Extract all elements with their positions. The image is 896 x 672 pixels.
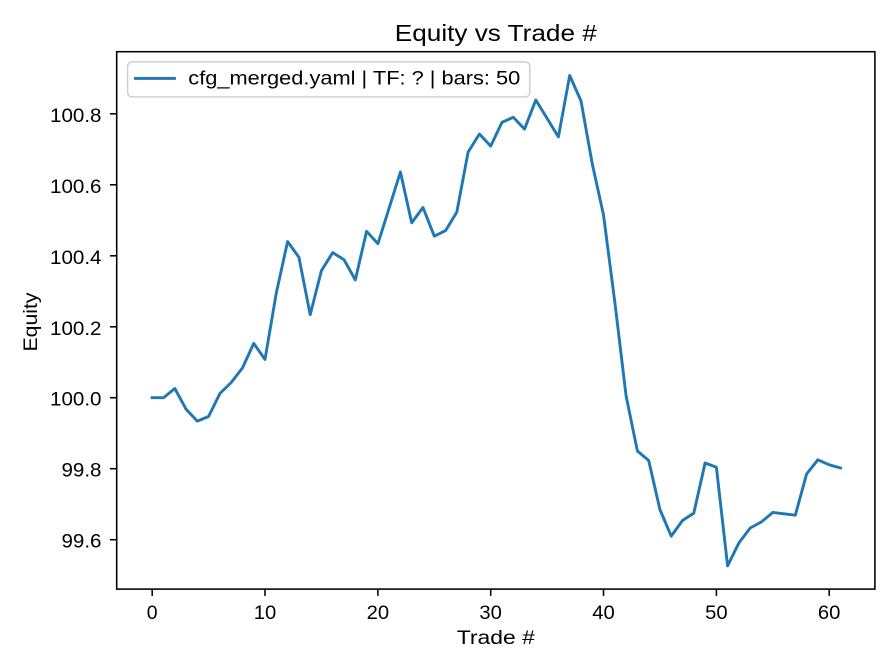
svg-text:20: 20	[367, 602, 390, 624]
svg-text:Equity: Equity	[20, 292, 42, 351]
svg-text:0: 0	[147, 602, 158, 624]
svg-text:10: 10	[254, 602, 277, 624]
svg-text:cfg_merged.yaml | TF: ? | bars: cfg_merged.yaml | TF: ? | bars: 50	[188, 67, 520, 89]
svg-text:99.6: 99.6	[62, 531, 102, 553]
svg-text:100.6: 100.6	[50, 176, 102, 198]
svg-text:60: 60	[818, 602, 841, 624]
svg-text:100.0: 100.0	[50, 389, 102, 411]
svg-text:50: 50	[705, 602, 728, 624]
svg-text:100.2: 100.2	[50, 318, 102, 340]
svg-text:30: 30	[479, 602, 502, 624]
svg-text:99.8: 99.8	[62, 460, 102, 482]
svg-text:100.4: 100.4	[50, 247, 102, 269]
svg-text:Trade #: Trade #	[457, 627, 535, 649]
svg-text:100.8: 100.8	[50, 105, 102, 127]
svg-text:40: 40	[592, 602, 615, 624]
svg-text:Equity vs Trade #: Equity vs Trade #	[395, 20, 597, 46]
